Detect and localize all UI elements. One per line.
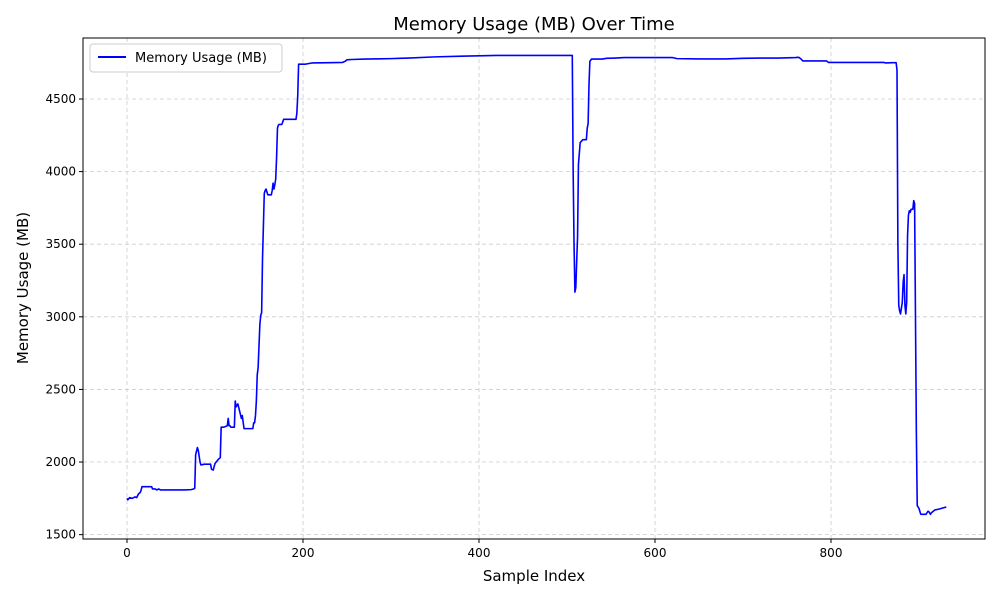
y-tick-label: 2500 xyxy=(45,382,76,396)
y-tick-label: 1500 xyxy=(45,528,76,542)
x-tick-label: 0 xyxy=(123,546,131,560)
legend-frame xyxy=(89,43,283,73)
y-tick-label: 3500 xyxy=(45,237,76,251)
y-tick-label: 2000 xyxy=(45,455,76,469)
x-tick-label: 200 xyxy=(292,546,315,560)
legend-entry: Memory Usage (MB) xyxy=(135,51,267,66)
x-tick-label: 600 xyxy=(644,546,667,560)
y-tick-label: 3000 xyxy=(45,310,76,324)
y-tick-label: 4000 xyxy=(45,165,76,179)
y-axis-label: Memory Usage (MB) xyxy=(14,212,32,364)
chart-title: Memory Usage (MB) Over Time xyxy=(393,14,674,35)
legend: Memory Usage (MB) xyxy=(89,43,283,73)
x-tick-label: 400 xyxy=(468,546,491,560)
x-tick-label: 800 xyxy=(820,546,843,560)
y-tick-label: 4500 xyxy=(45,92,76,106)
x-axis-label: Sample Index xyxy=(483,567,585,585)
plot-frame xyxy=(82,37,986,540)
series-line-0 xyxy=(126,54,947,516)
plot-area: 0 200 400 600 800 1500 2000 2500 3000 3500 4000 450… xyxy=(45,37,986,560)
